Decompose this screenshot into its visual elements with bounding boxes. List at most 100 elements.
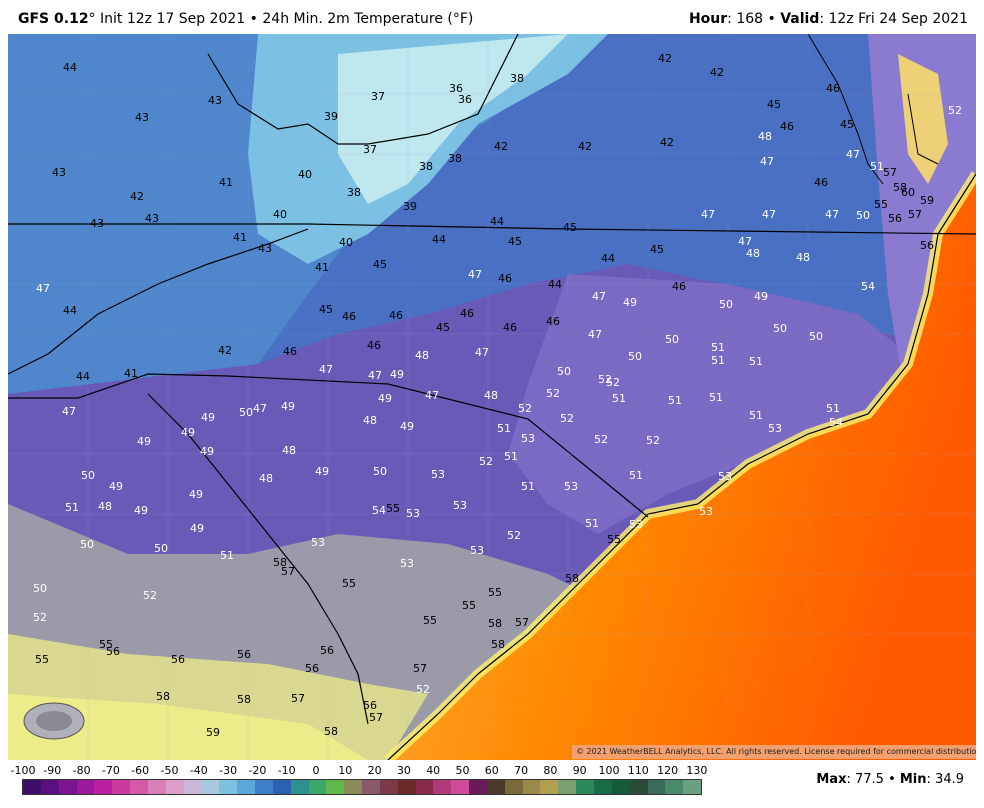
temp-label: 46 [367, 339, 381, 352]
colorbar-swatch [201, 780, 220, 794]
temp-label: 56 [106, 645, 120, 658]
scale-tick: -20 [248, 764, 267, 777]
temp-label: 49 [390, 368, 404, 381]
temperature-map: 44 43 43 37 36 36 38 42 42 46 52 39 37 38 38 42 42 42 45 46… [8, 34, 976, 760]
temp-label: 54 [829, 416, 843, 429]
colorbar-swatch [611, 780, 630, 794]
temp-label: 51 [826, 402, 840, 415]
temp-label: 42 [130, 190, 144, 203]
separator: • [767, 11, 776, 27]
max-min-stats: Max: 77.5 • Min: 34.9 [816, 772, 964, 787]
temp-label: 52 [416, 683, 430, 696]
temp-label: 45 [436, 321, 450, 334]
colorbar-swatch [183, 780, 202, 794]
temp-label: 47 [425, 389, 439, 402]
temp-label: 51 [585, 517, 599, 530]
temp-label: 52 [560, 412, 574, 425]
temp-label: 54 [372, 504, 386, 517]
temperature-colorbar [22, 779, 702, 795]
temp-label: 42 [658, 52, 672, 65]
temp-label: 52 [594, 433, 608, 446]
temp-label: 44 [490, 215, 504, 228]
temp-label: 55 [874, 198, 888, 211]
temp-label: 52 [33, 611, 47, 624]
temp-label: 43 [208, 94, 222, 107]
colorbar-swatch [540, 780, 559, 794]
temp-label: 49 [134, 504, 148, 517]
temp-label: 47 [468, 268, 482, 281]
temp-label: 45 [650, 243, 664, 256]
ga-sc-border [147, 393, 369, 725]
zone-purple-east [508, 274, 908, 534]
temp-label: 58 [491, 638, 505, 651]
temp-label: 54 [861, 280, 875, 293]
temp-label: 57 [369, 711, 383, 724]
scale-tick: -60 [131, 764, 150, 777]
temp-label: 42 [710, 66, 724, 79]
temp-label: 38 [448, 152, 462, 165]
temp-label: 47 [253, 402, 267, 415]
scale-tick: -30 [219, 764, 238, 777]
temp-label: 46 [389, 309, 403, 322]
temp-label: 53 [564, 480, 578, 493]
temp-label: 44 [76, 370, 90, 383]
separator: • [249, 11, 258, 27]
temp-label: 46 [503, 321, 517, 334]
scale-tick: 80 [543, 764, 558, 777]
colorbar-swatch [379, 780, 398, 794]
scale-tick: 60 [484, 764, 499, 777]
temp-label: 46 [460, 307, 474, 320]
temp-label: 40 [298, 168, 312, 181]
temp-label: 40 [273, 208, 287, 221]
temp-label: 48 [758, 130, 772, 143]
colorbar-swatch [130, 780, 148, 794]
max-value: : 77.5 [846, 772, 884, 787]
temp-label: 45 [563, 221, 577, 234]
temp-label: 56 [305, 662, 319, 675]
temp-label: 47 [36, 282, 50, 295]
temp-label: 38 [419, 160, 433, 173]
temp-label: 53 [521, 432, 535, 445]
temp-label: 41 [124, 367, 138, 380]
temp-label: 36 [449, 82, 463, 95]
temp-label: 39 [403, 200, 417, 213]
colorbar-swatch [647, 780, 666, 794]
temp-label: 60 [901, 186, 915, 199]
temp-label: 50 [557, 365, 571, 378]
temp-label: 48 [98, 500, 112, 513]
temp-label: 56 [171, 653, 185, 666]
temp-label: 50 [239, 406, 253, 419]
scale-tick: 130 [686, 764, 708, 777]
temp-label: 50 [373, 465, 387, 478]
degree-symbol: ° [88, 11, 96, 27]
temp-label: 50 [773, 322, 787, 335]
temp-label: 53 [718, 470, 732, 483]
min-label: Min [899, 772, 927, 787]
colorbar-swatch [112, 780, 131, 794]
map-header: GFS 0.12° Init 12z 17 Sep 2021 • 24h Min… [0, 0, 984, 34]
temp-label: 42 [218, 344, 232, 357]
temp-label: 52 [606, 376, 620, 389]
temp-label: 51 [612, 392, 626, 405]
temp-label: 51 [65, 501, 79, 514]
model-name: GFS 0.12 [18, 11, 89, 27]
colorbar-swatch [254, 780, 273, 794]
temp-label: 51 [711, 354, 725, 367]
temp-label: 50 [856, 209, 870, 222]
colorbar-swatch [58, 780, 77, 794]
temp-label: 47 [825, 208, 839, 221]
temp-label: 52 [518, 402, 532, 415]
temp-label: 47 [846, 148, 860, 161]
colorbar-swatch [308, 780, 327, 794]
temp-label: 42 [494, 140, 508, 153]
temp-label: 50 [154, 542, 168, 555]
colorbar-swatch [344, 780, 363, 794]
temp-label: 58 [565, 572, 579, 585]
colorbar-swatch [486, 780, 505, 794]
temp-label: 50 [33, 582, 47, 595]
colorbar-swatch [433, 780, 452, 794]
bay-shore [907, 93, 939, 165]
temp-label: 50 [80, 538, 94, 551]
temp-label: 53 [629, 518, 643, 531]
